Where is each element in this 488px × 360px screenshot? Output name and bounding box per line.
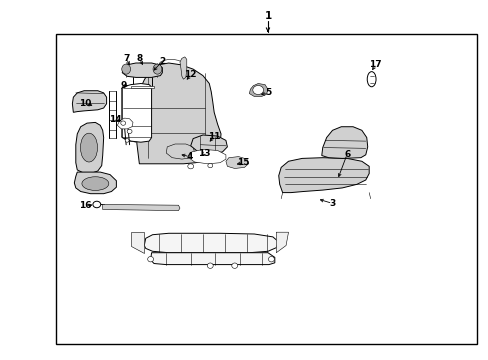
Polygon shape (180, 57, 186, 79)
Text: 8: 8 (136, 54, 142, 63)
Text: 7: 7 (122, 54, 129, 63)
Ellipse shape (153, 64, 162, 74)
Ellipse shape (207, 263, 213, 269)
Polygon shape (76, 122, 103, 174)
Polygon shape (122, 84, 151, 142)
Text: 12: 12 (184, 71, 197, 80)
Text: 3: 3 (329, 199, 335, 208)
Text: 16: 16 (79, 202, 92, 210)
Ellipse shape (268, 256, 274, 262)
Polygon shape (121, 88, 136, 142)
Ellipse shape (122, 64, 130, 74)
Text: 2: 2 (159, 57, 165, 66)
Polygon shape (131, 86, 154, 88)
Ellipse shape (187, 164, 193, 169)
Ellipse shape (82, 177, 108, 190)
Polygon shape (189, 149, 225, 164)
Polygon shape (72, 91, 106, 112)
Ellipse shape (231, 263, 237, 269)
Polygon shape (74, 172, 116, 194)
Text: 10: 10 (79, 99, 92, 108)
Ellipse shape (366, 72, 375, 87)
Polygon shape (276, 232, 288, 253)
Text: 15: 15 (237, 158, 249, 167)
Text: 9: 9 (120, 81, 126, 90)
Ellipse shape (125, 139, 129, 142)
Ellipse shape (93, 201, 101, 208)
Polygon shape (144, 233, 278, 253)
Ellipse shape (121, 121, 125, 125)
Polygon shape (249, 84, 267, 96)
Ellipse shape (252, 86, 263, 95)
Text: 6: 6 (344, 150, 349, 159)
Polygon shape (166, 144, 194, 159)
Ellipse shape (147, 256, 153, 262)
Polygon shape (278, 158, 368, 193)
Polygon shape (190, 135, 227, 154)
Polygon shape (102, 204, 180, 211)
Polygon shape (117, 118, 133, 129)
Polygon shape (225, 157, 248, 168)
Polygon shape (321, 127, 367, 158)
Bar (56, 34, 476, 344)
Text: 1: 1 (264, 11, 271, 21)
Text: 5: 5 (264, 89, 270, 98)
Polygon shape (136, 63, 221, 164)
Text: 14: 14 (108, 115, 121, 124)
Text: 17: 17 (368, 60, 381, 69)
Polygon shape (122, 63, 162, 77)
Text: 4: 4 (186, 152, 193, 161)
Ellipse shape (80, 133, 98, 162)
Ellipse shape (127, 129, 132, 134)
Ellipse shape (207, 163, 212, 168)
Text: 13: 13 (198, 149, 210, 158)
Polygon shape (131, 232, 144, 253)
Polygon shape (150, 253, 274, 265)
Text: 11: 11 (207, 132, 220, 141)
